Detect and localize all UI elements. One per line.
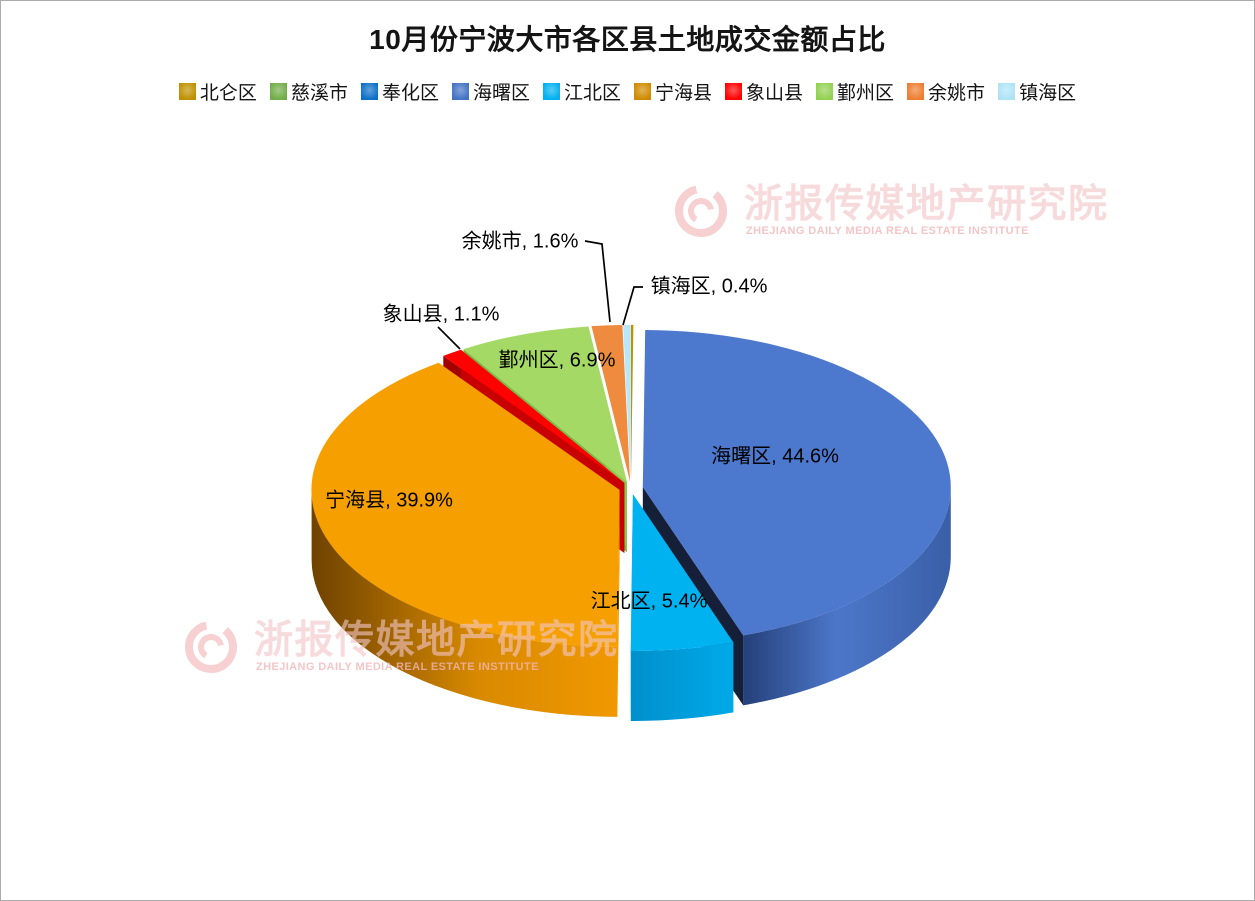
legend-item: 鄞州区 [816, 78, 894, 105]
legend-swatch [634, 83, 651, 100]
pie-slice-top [630, 494, 734, 652]
legend-swatch [998, 83, 1016, 100]
leader-line [622, 286, 643, 326]
legend-swatch [451, 83, 469, 100]
pie-slice-top [631, 324, 634, 482]
legend-label: 鄞州区 [837, 83, 895, 104]
legend-item: 宁海县 [634, 78, 712, 105]
pie-slice-宁海县 [311, 362, 620, 717]
legend-item: 镇海区 [998, 78, 1076, 105]
pie-slice-top [591, 325, 631, 482]
pie-slice-top [311, 362, 620, 647]
legend-item: 北仑区 [178, 78, 257, 105]
chart-legend: 北仑区 慈溪市 奉化区 海曙区 江北区 宁海县 象山县 鄞州区 余姚市 镇海区 [1, 78, 1254, 105]
leader-line [437, 326, 461, 350]
pie-slice-wall [743, 487, 951, 706]
legend-swatch [178, 83, 196, 100]
legend-item: 海曙区 [451, 78, 530, 105]
pie-slice-镇海区 [623, 324, 631, 482]
legend-label: 江北区 [563, 83, 621, 104]
pie-slice-wall [311, 489, 618, 717]
leader-line [584, 240, 611, 323]
legend-label: 宁海县 [655, 83, 713, 104]
pie-slice-top [443, 349, 625, 483]
legend-label: 海曙区 [472, 83, 530, 104]
pie-slice-北仑区 [631, 324, 634, 482]
legend-swatch [725, 83, 743, 100]
legend-item: 象山县 [725, 78, 803, 105]
legend-label: 镇海区 [1019, 83, 1077, 104]
pie-slice-top [642, 330, 951, 636]
legend-label: 余姚市 [928, 83, 986, 104]
chart-title: 10月份宁波大市各区县土地成交金额占比 [369, 24, 886, 55]
legend-swatch [542, 83, 560, 100]
pie-slice-wall [630, 642, 734, 722]
legend-label: 象山县 [746, 83, 804, 104]
pie-slice-江北区 [630, 494, 734, 722]
legend-label: 北仑区 [199, 83, 257, 104]
pie-slice-余姚市 [591, 325, 631, 482]
legend-label: 奉化区 [381, 83, 439, 104]
legend-swatch [816, 83, 834, 100]
legend-item: 江北区 [542, 78, 621, 105]
legend-item: 余姚市 [907, 78, 985, 105]
pie-slice-top [623, 324, 631, 482]
legend-swatch [360, 83, 378, 100]
legend-label: 慈溪市 [290, 83, 348, 104]
pie-slice-cut-face [617, 489, 620, 717]
legend-swatch [907, 83, 925, 100]
legend-item: 奉化区 [360, 78, 439, 105]
pie-slice-top [463, 326, 627, 483]
legend-swatch [269, 83, 287, 100]
legend-item: 慈溪市 [269, 78, 348, 105]
